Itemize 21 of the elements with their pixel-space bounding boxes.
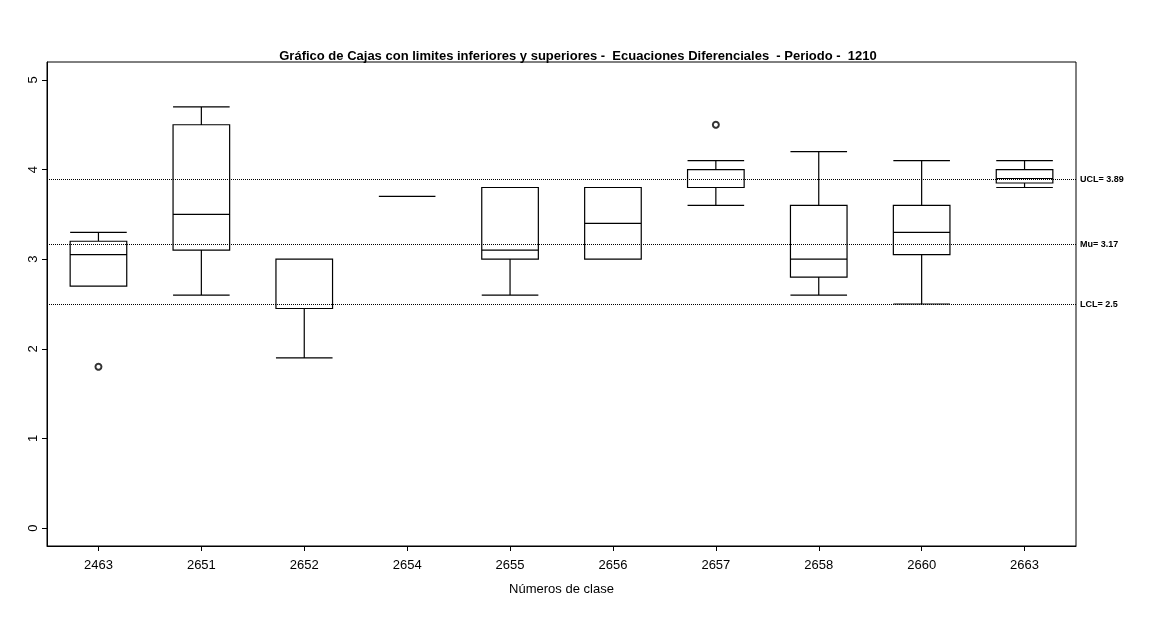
y-tick-label: 5 (25, 76, 40, 84)
x-tick-label: 2652 (289, 557, 319, 572)
x-tick-label: 2660 (907, 557, 937, 572)
x-tick-label: 2657 (701, 557, 731, 572)
x-tick-label: 2654 (392, 557, 422, 572)
y-tick-label: 0 (25, 524, 40, 532)
x-tick-label: 2651 (186, 557, 216, 572)
x-tick-label: 2663 (1010, 557, 1040, 572)
chart-title: Gráfico de Cajas con limites inferiores y superiores - Ecuaciones Diferenciales - Periodo - 1210 (279, 48, 877, 63)
x-tick-label: 2655 (495, 557, 525, 572)
x-axis-title: Números de clase (509, 581, 614, 596)
y-tick-label: 4 (25, 165, 40, 174)
y-tick-label: 2 (25, 345, 40, 353)
y-tick-label: 1 (25, 434, 40, 443)
y-tick-label: 3 (25, 255, 40, 263)
ref-line-label: Mu= 3.17 (1080, 238, 1119, 249)
ref-line-label: UCL= 3.89 (1080, 174, 1124, 185)
x-tick-label: 2463 (83, 557, 113, 572)
ref-line-label: LCL= 2.5 (1080, 299, 1118, 309)
x-tick-label: 2658 (804, 557, 834, 572)
x-tick-label: 2656 (598, 557, 628, 572)
